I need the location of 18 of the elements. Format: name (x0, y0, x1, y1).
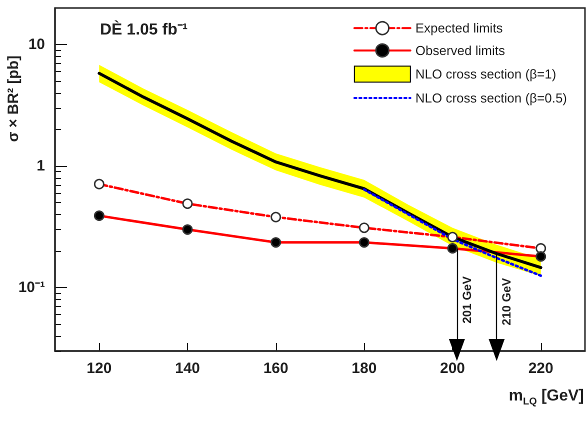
y-tick-label: 10⁻¹ (18, 278, 45, 296)
x-tick-label: 120 (86, 360, 112, 377)
line-series (362, 188, 542, 277)
x-tick-label: 220 (528, 360, 554, 377)
legend-label: Observed limits (415, 42, 506, 58)
ref-line-label: 210 GeV (500, 278, 514, 326)
x-tick-label: 180 (352, 360, 377, 377)
y-axis-title: σ × BR² [pb] (5, 55, 22, 142)
annotation: DÈ 1.05 fb⁻¹ (100, 20, 188, 38)
ref-line-label: 201 GeV (460, 276, 474, 324)
y-tick-label: 10 (28, 36, 45, 54)
x-tick-label: 160 (263, 360, 288, 377)
x-tick-label: 200 (440, 360, 466, 377)
x-tick-label: 140 (174, 360, 200, 377)
y-tick-label: 1 (36, 158, 45, 175)
legend-label: NLO cross section (β=1) (415, 66, 556, 82)
legend-label: NLO cross section (β=0.5) (415, 90, 568, 106)
legend-label: Expected limits (415, 20, 504, 36)
